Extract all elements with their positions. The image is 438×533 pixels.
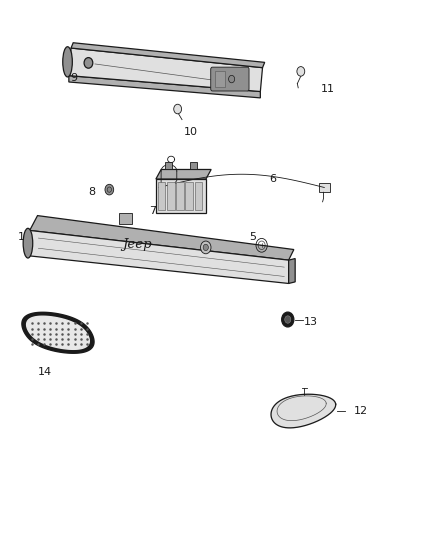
- Polygon shape: [165, 162, 172, 169]
- Bar: [185, 182, 193, 211]
- Ellipse shape: [23, 228, 33, 258]
- Bar: [215, 71, 225, 87]
- Bar: [158, 182, 166, 211]
- Polygon shape: [69, 76, 260, 98]
- Polygon shape: [27, 316, 89, 349]
- Text: 14: 14: [38, 367, 52, 377]
- Circle shape: [107, 187, 112, 192]
- Circle shape: [105, 184, 114, 195]
- Text: Jeep: Jeep: [123, 238, 152, 251]
- Bar: [167, 182, 174, 211]
- Circle shape: [285, 316, 291, 323]
- Circle shape: [297, 67, 305, 76]
- Polygon shape: [271, 394, 336, 428]
- Text: 10: 10: [184, 127, 198, 137]
- Text: 5: 5: [250, 232, 257, 243]
- Text: 9: 9: [71, 73, 78, 83]
- Polygon shape: [289, 259, 295, 284]
- Polygon shape: [156, 179, 206, 214]
- Ellipse shape: [63, 47, 72, 77]
- Text: 1: 1: [18, 232, 25, 243]
- Circle shape: [201, 241, 211, 254]
- Text: 11: 11: [321, 84, 335, 94]
- Text: 7: 7: [149, 206, 156, 216]
- Polygon shape: [69, 48, 262, 92]
- Polygon shape: [190, 162, 197, 169]
- Bar: [194, 182, 202, 211]
- Circle shape: [282, 312, 294, 327]
- Polygon shape: [30, 230, 289, 284]
- Circle shape: [203, 244, 208, 251]
- FancyBboxPatch shape: [211, 67, 249, 91]
- Polygon shape: [319, 183, 330, 192]
- Polygon shape: [22, 312, 94, 353]
- Text: 8: 8: [88, 187, 95, 197]
- Bar: [177, 182, 184, 211]
- Circle shape: [174, 104, 182, 114]
- Text: 6: 6: [269, 174, 276, 184]
- Polygon shape: [156, 169, 211, 179]
- Polygon shape: [30, 216, 294, 260]
- Polygon shape: [119, 214, 132, 224]
- Text: 13: 13: [304, 317, 318, 327]
- Text: 12: 12: [354, 406, 368, 416]
- Circle shape: [84, 58, 93, 68]
- Polygon shape: [71, 43, 265, 68]
- Circle shape: [229, 75, 235, 83]
